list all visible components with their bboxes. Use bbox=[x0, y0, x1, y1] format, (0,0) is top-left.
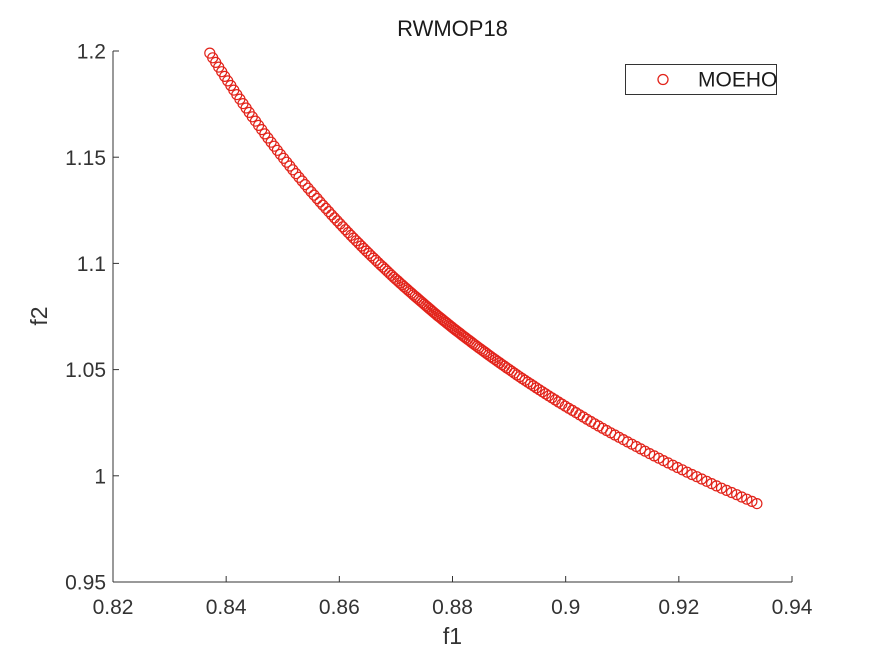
scatter-point bbox=[308, 189, 320, 201]
scatter-point bbox=[296, 175, 308, 187]
scatter-point bbox=[536, 386, 549, 398]
scatter-point bbox=[381, 265, 393, 277]
scatter-point bbox=[736, 491, 748, 503]
scatter-point bbox=[533, 384, 546, 396]
scatter-point bbox=[746, 495, 758, 507]
scatter-point bbox=[720, 484, 733, 496]
scatter-point bbox=[725, 486, 738, 499]
scatter-point bbox=[543, 390, 555, 402]
scatter-point bbox=[299, 179, 311, 191]
scatter-point bbox=[686, 468, 698, 481]
x-tick-label: 0.88 bbox=[432, 596, 473, 619]
scatter-point bbox=[522, 376, 534, 388]
series-moeho bbox=[204, 47, 763, 510]
scatter-point bbox=[741, 493, 753, 505]
legend: MOEHO bbox=[625, 64, 777, 95]
scatter-point bbox=[710, 480, 723, 492]
scatter-point bbox=[465, 336, 477, 348]
scatter-point bbox=[390, 273, 402, 285]
y-tick-label: 1.15 bbox=[65, 147, 106, 170]
scatter-point bbox=[383, 267, 396, 279]
x-tick-label: 0.94 bbox=[772, 596, 813, 619]
scatter-point bbox=[696, 473, 708, 485]
x-tick-label: 0.86 bbox=[319, 596, 360, 619]
scatter-point bbox=[328, 212, 341, 224]
scatter-point bbox=[278, 152, 290, 164]
scatter-point bbox=[320, 202, 332, 214]
y-axis: 0.95 1 1.05 1.1 1.15 1.2 bbox=[65, 41, 119, 595]
y-tick-label: 1.1 bbox=[77, 253, 106, 276]
x-tick-label: 0.84 bbox=[206, 596, 247, 619]
scatter-point bbox=[467, 337, 479, 349]
legend-box bbox=[625, 64, 777, 95]
scatter-point bbox=[284, 160, 296, 172]
scatter-point bbox=[314, 196, 326, 208]
scatter-point bbox=[388, 271, 400, 283]
y-axis-label: f2 bbox=[26, 306, 52, 325]
scatter-point bbox=[539, 388, 552, 400]
y-tick-label: 1.2 bbox=[77, 41, 106, 64]
scatter-point bbox=[524, 378, 537, 390]
scatter-point bbox=[751, 498, 763, 510]
scatter-point bbox=[513, 371, 526, 383]
scatter-point bbox=[305, 186, 317, 198]
x-tick-label: 0.92 bbox=[658, 596, 699, 619]
legend-marker-icon bbox=[657, 73, 669, 86]
chart-title: RWMOP18 bbox=[397, 16, 508, 41]
scatter-point bbox=[527, 380, 540, 392]
scatter-point bbox=[731, 489, 743, 501]
scatter-point bbox=[274, 148, 286, 160]
x-axis-label: f1 bbox=[443, 623, 462, 649]
scatter-point bbox=[326, 209, 338, 221]
scatter-point bbox=[323, 206, 335, 218]
scatter-point bbox=[386, 269, 398, 281]
scatter-point bbox=[469, 339, 481, 351]
scatter-point bbox=[287, 164, 299, 176]
scatter-point bbox=[519, 374, 531, 386]
scatter-point bbox=[311, 192, 323, 205]
x-axis: 0.82 0.84 0.86 0.88 0.9 0.92 0.94 bbox=[93, 576, 813, 619]
legend-label: MOEHO bbox=[698, 69, 777, 92]
scatter-point bbox=[317, 199, 329, 211]
scatter-point bbox=[293, 171, 305, 183]
scatter-point bbox=[715, 482, 728, 494]
x-tick-label: 0.82 bbox=[93, 596, 134, 619]
x-tick-label: 0.9 bbox=[551, 596, 580, 619]
y-tick-label: 1 bbox=[94, 465, 106, 488]
scatter-point bbox=[516, 372, 528, 385]
y-tick-label: 1.05 bbox=[65, 359, 106, 382]
scatter-point bbox=[302, 182, 314, 194]
scatter-point bbox=[530, 382, 543, 394]
scatter-point bbox=[281, 156, 293, 168]
scatter-point bbox=[290, 168, 302, 180]
y-tick-label: 0.95 bbox=[65, 572, 106, 595]
